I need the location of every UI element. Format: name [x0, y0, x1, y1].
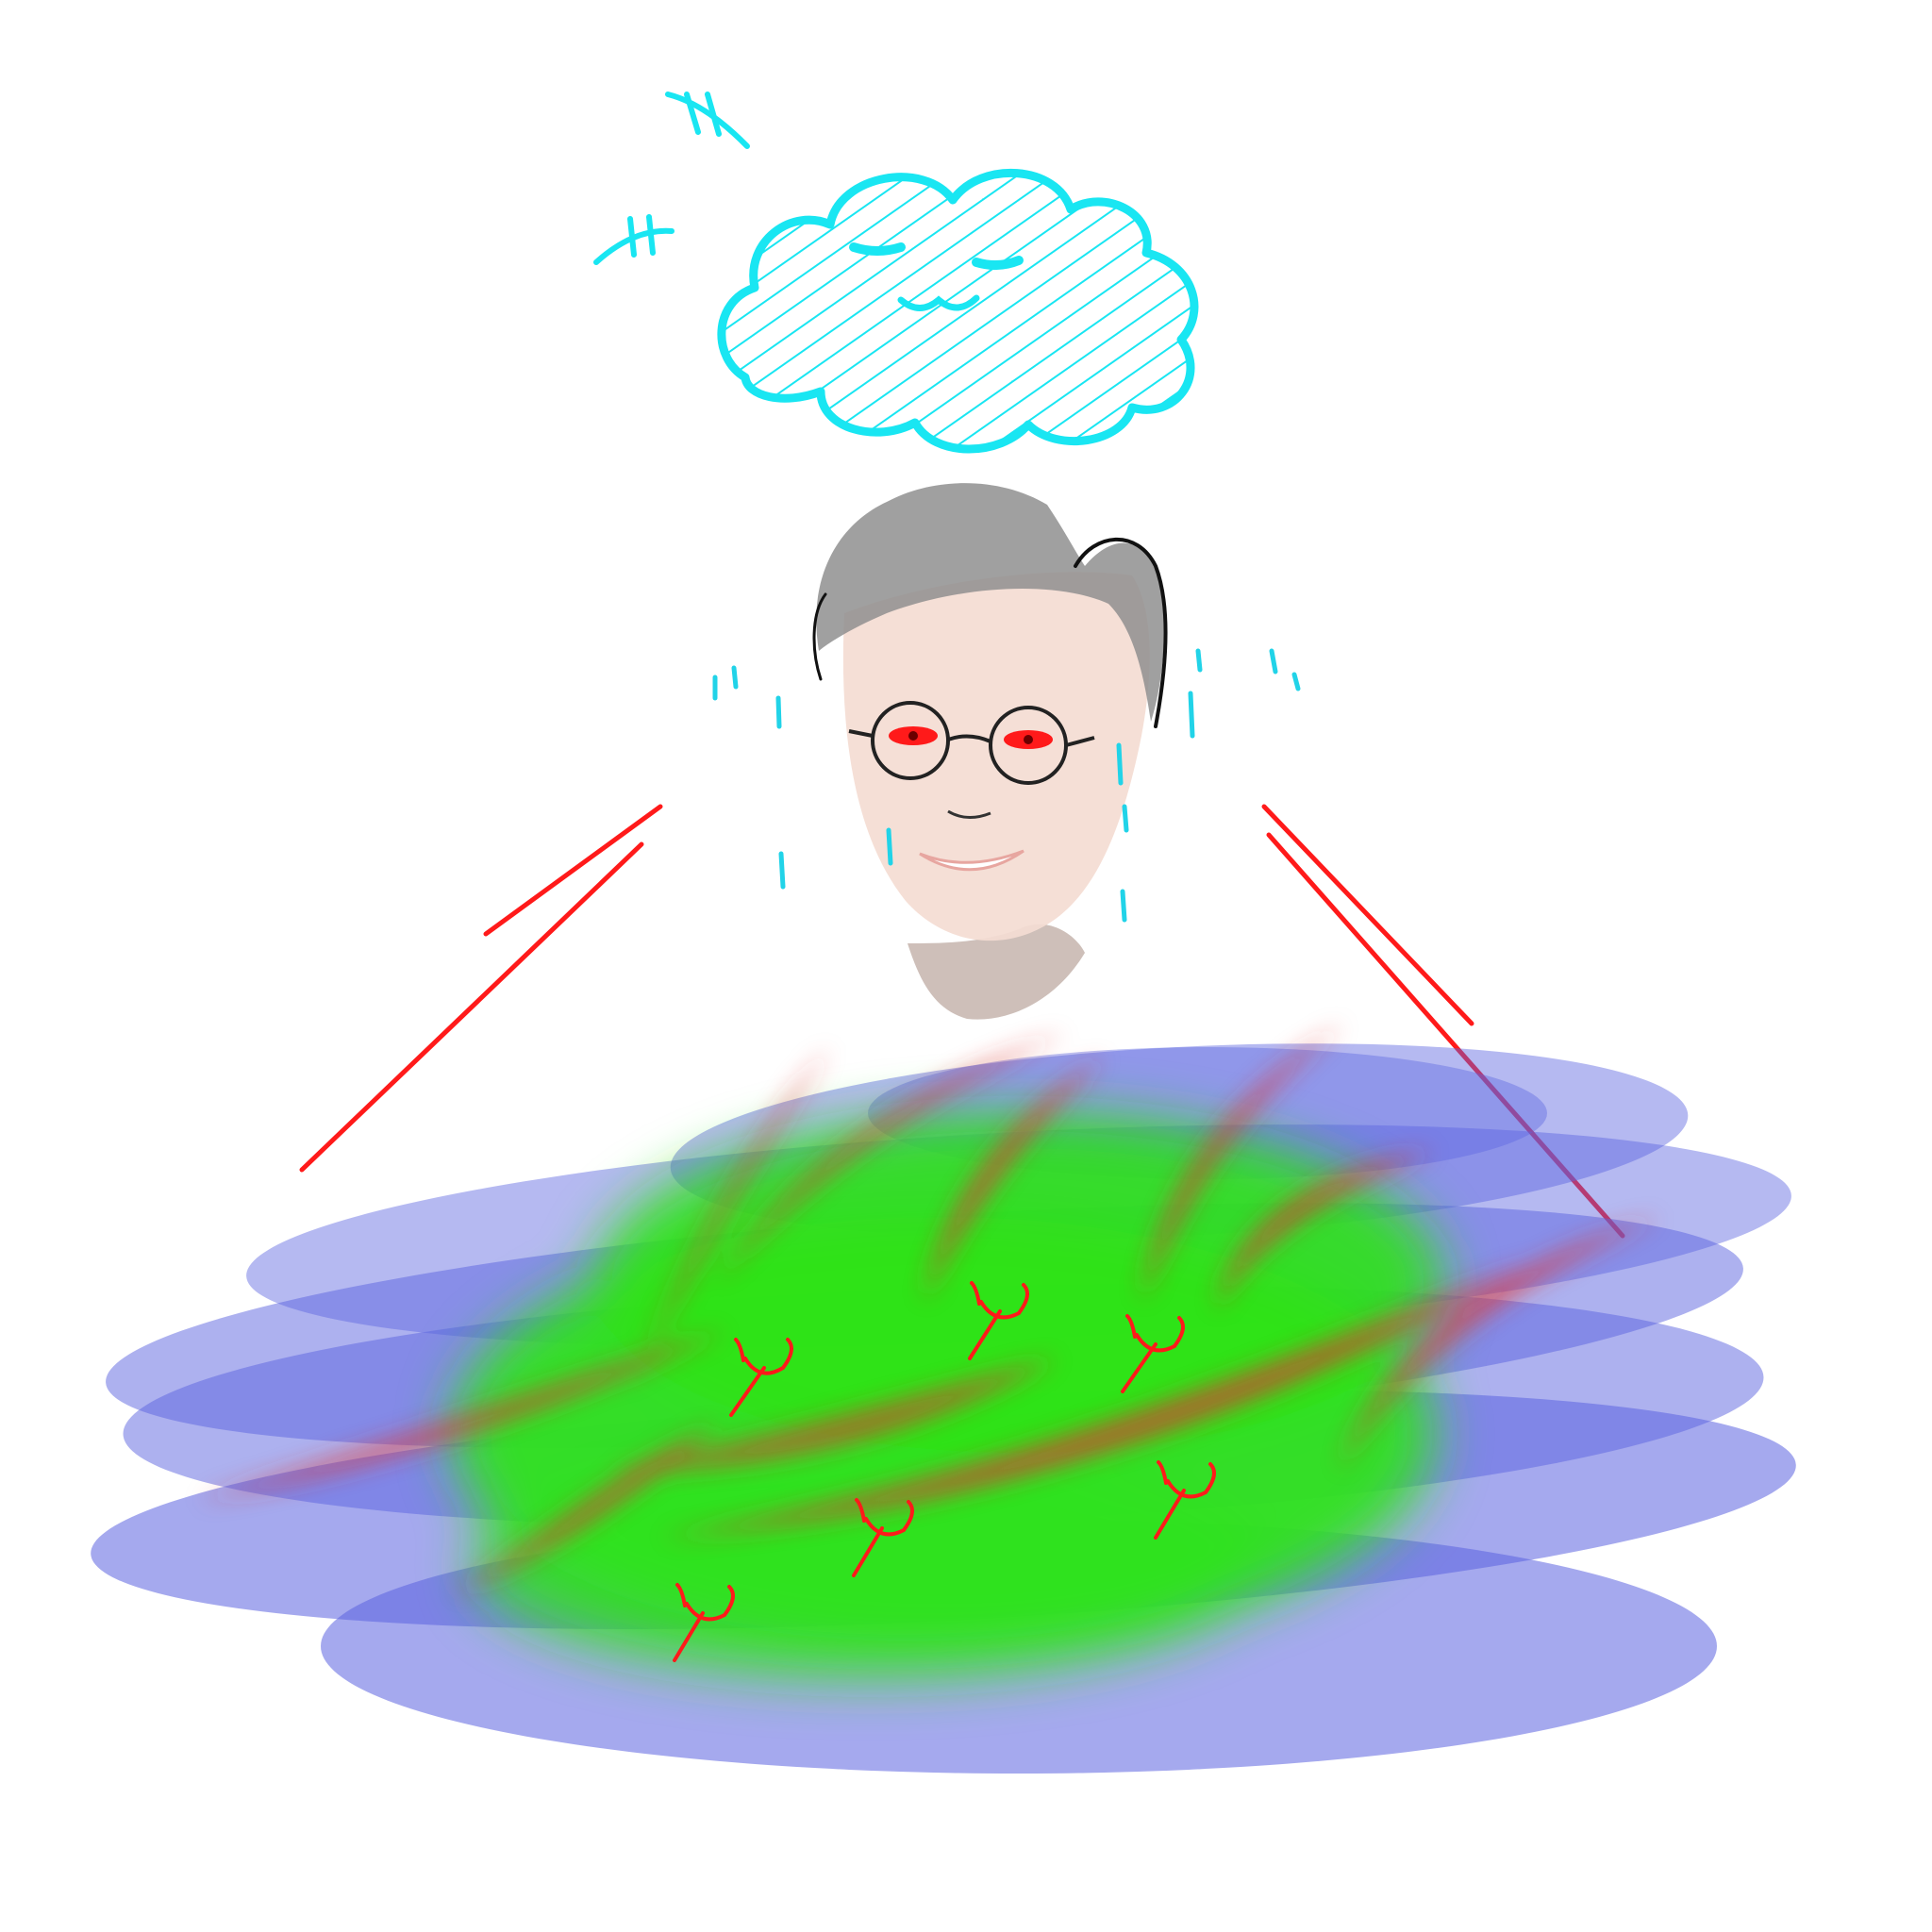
sprout-mark — [968, 1281, 1029, 1360]
cloud-eye-left — [849, 242, 906, 256]
nose — [947, 809, 991, 819]
sweating-face-icon — [712, 483, 1301, 1020]
red-emanation-lines — [299, 804, 1625, 1239]
cloud-eye-right — [972, 256, 1024, 270]
colorful-puddle-icon — [91, 1024, 1796, 1774]
cloud-body — [717, 169, 1199, 454]
sprout-mark — [673, 1583, 735, 1662]
sprout-mark — [1154, 1460, 1216, 1540]
glasses-icon — [848, 701, 1095, 785]
sprout-mark — [729, 1338, 793, 1417]
sprout-mark — [1121, 1314, 1185, 1393]
cloud-mouth — [897, 294, 980, 311]
face-skin — [842, 572, 1150, 941]
hair — [816, 483, 1165, 722]
pool-red-flames — [198, 1024, 1660, 1594]
cloud-with-face-icon — [593, 92, 1199, 454]
pool-red-sprouts — [673, 1281, 1216, 1662]
hair-outline-right — [1074, 537, 1168, 728]
sparkle-marks — [593, 92, 750, 265]
sprout-mark — [852, 1498, 914, 1577]
neck — [908, 924, 1085, 1020]
hair-outline-left — [812, 592, 827, 681]
smile — [919, 849, 1024, 872]
red-eyes — [889, 726, 1053, 749]
pool-green-core — [453, 1113, 1443, 1679]
sweat-drops — [712, 648, 1301, 923]
